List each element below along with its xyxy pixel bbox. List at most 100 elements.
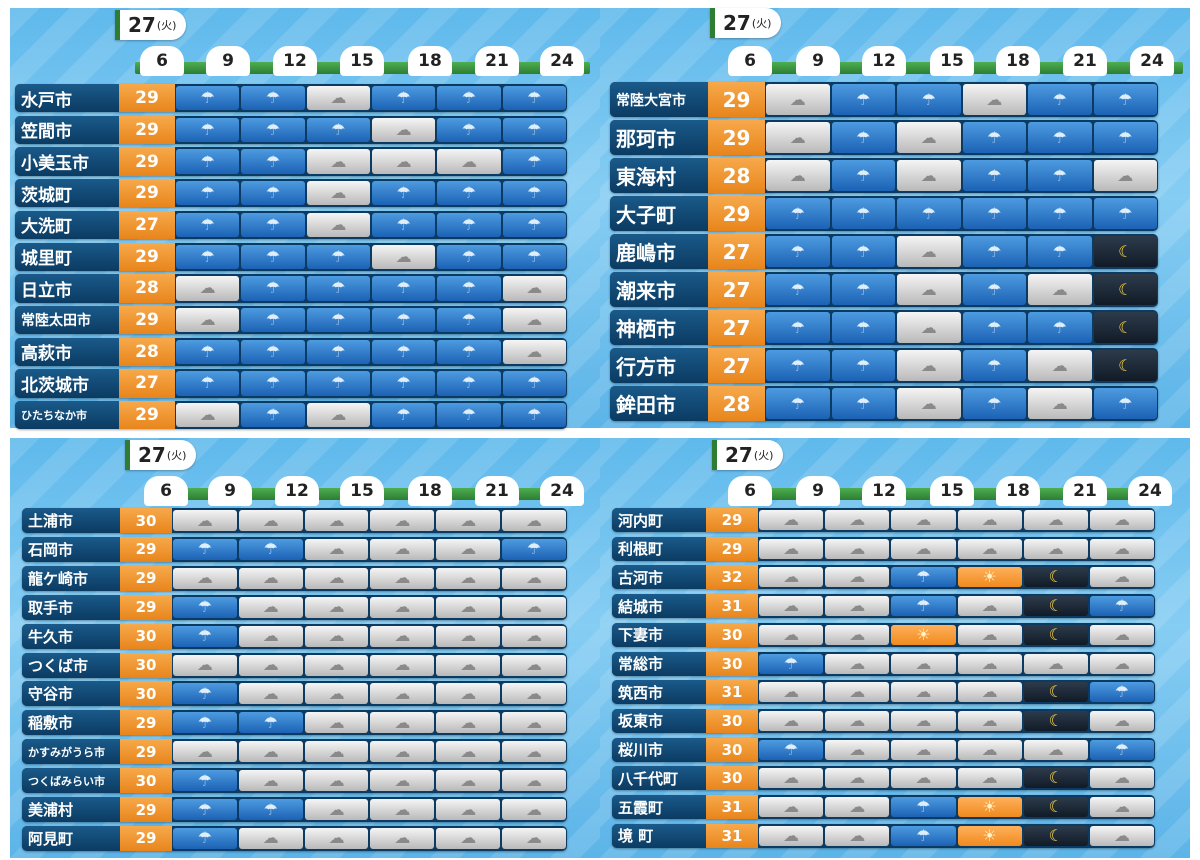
- weather-cell: ☁: [502, 712, 566, 734]
- weather-cell: ☁: [370, 770, 435, 792]
- city-row: 潮来市 27 ☂ ☂ ☁ ☂ ☁ ☾: [610, 272, 1158, 307]
- sun-icon: ☀: [982, 567, 997, 587]
- city-row: 大洗町 27 ☂ ☂ ☁ ☂ ☂ ☂: [15, 210, 567, 240]
- rain-icon: ☂: [265, 183, 281, 203]
- weather-cell: ☁: [304, 538, 369, 560]
- city-name: 利根町: [612, 536, 706, 561]
- rain-icon: ☂: [197, 712, 213, 732]
- night-icon: ☾: [1118, 241, 1133, 261]
- rain-icon: ☂: [461, 88, 477, 108]
- max-temperature: 27: [119, 369, 175, 398]
- weather-cell: ☁: [825, 739, 890, 760]
- weather-cell: ☁: [766, 122, 830, 153]
- cloud-icon: ☁: [920, 393, 937, 413]
- cloud-icon: ☁: [328, 655, 345, 674]
- rain-icon: ☂: [331, 341, 346, 361]
- weather-cell: ☁: [173, 741, 237, 763]
- weather-cell: ☂: [241, 86, 305, 111]
- cloud-icon: ☁: [849, 768, 866, 788]
- cloud-icon: ☁: [394, 799, 411, 819]
- max-temperature: 27: [708, 348, 765, 383]
- city-name: 龍ケ崎市: [22, 565, 120, 591]
- weather-cell: ☂: [1028, 160, 1092, 191]
- weather-cell: ☾: [1023, 825, 1088, 846]
- cloud-icon: ☁: [394, 626, 411, 646]
- rain-icon: ☂: [197, 539, 213, 559]
- cloud-icon: ☁: [394, 597, 411, 617]
- city-name: 阿見町: [22, 825, 120, 851]
- cloud-icon: ☁: [783, 768, 800, 788]
- cloud-icon: ☁: [981, 682, 998, 702]
- weather-cell: ☂: [437, 276, 501, 301]
- weather-cell: ☂: [241, 212, 305, 238]
- hour-label: 24: [540, 46, 584, 76]
- city-row: 古河市 32 ☁ ☁ ☂ ☀ ☾ ☁: [612, 565, 1155, 590]
- weather-cell: ☂: [238, 712, 303, 734]
- weather-cell: ☂: [437, 117, 501, 143]
- cloud-icon: ☁: [915, 739, 932, 759]
- cloud-icon: ☁: [981, 710, 998, 730]
- weather-cell: ☁: [1089, 567, 1155, 588]
- weather-cell: ☁: [1089, 510, 1155, 530]
- weather-cell: ☁: [825, 510, 890, 530]
- city-row: つくば市 30 ☁ ☁ ☁ ☁ ☁ ☁: [22, 652, 567, 678]
- night-icon: ☾: [1048, 768, 1063, 788]
- max-temperature: 29: [706, 536, 758, 561]
- weather-cell: ☂: [173, 712, 237, 734]
- cloud-icon: ☁: [849, 538, 866, 558]
- weather-cell: ☾: [1023, 682, 1088, 703]
- city-name: 筑西市: [612, 680, 706, 705]
- hour-label: 12: [275, 476, 319, 506]
- weather-cell: ☁: [759, 768, 824, 789]
- weather-cell: ☂: [306, 117, 370, 143]
- cloud-icon: ☁: [328, 626, 345, 646]
- cloud-icon: ☁: [915, 710, 932, 730]
- weather-cell: ☁: [304, 712, 369, 734]
- city-name: 桜川市: [612, 737, 706, 762]
- weather-cell: ☁: [957, 739, 1022, 760]
- max-temperature: 30: [120, 681, 172, 707]
- weather-cell: ☁: [238, 596, 303, 618]
- rain-icon: ☂: [921, 89, 936, 109]
- cloud-icon: ☁: [849, 624, 866, 644]
- max-temperature: 29: [119, 305, 175, 335]
- weather-cell: ☂: [371, 403, 436, 428]
- cloud-icon: ☁: [328, 597, 345, 617]
- rain-icon: ☂: [1052, 317, 1067, 337]
- weather-cell: ☂: [176, 181, 240, 206]
- rain-icon: ☂: [461, 341, 477, 361]
- weather-cell: ☂: [238, 799, 303, 820]
- city-name: 結城市: [612, 594, 706, 619]
- city-row: 北茨城市 27 ☂ ☂ ☂ ☂ ☂ ☂: [15, 369, 567, 398]
- date-day: 27: [725, 443, 753, 467]
- rain-icon: ☂: [1052, 89, 1067, 109]
- weather-cell: ☁: [759, 624, 824, 645]
- weather-cell: ☂: [1093, 84, 1157, 115]
- city-row: ひたちなか市 29 ☁ ☂ ☁ ☂ ☂ ☂: [15, 401, 567, 430]
- weather-cell: ☁: [176, 276, 240, 301]
- weather-cell: ☁: [891, 653, 956, 674]
- city-name: 守谷市: [22, 681, 120, 707]
- city-row: 境 町 31 ☁ ☁ ☂ ☀ ☾ ☁: [612, 823, 1155, 848]
- cloud-icon: ☁: [849, 682, 866, 702]
- weather-cell: ☁: [436, 683, 501, 705]
- weather-cell: ☁: [304, 827, 369, 849]
- city-name: 水戸市: [15, 84, 119, 113]
- weather-cell: ☂: [962, 198, 1026, 229]
- cloud-icon: ☁: [920, 127, 937, 147]
- rain-icon: ☂: [856, 279, 871, 299]
- weather-cell: ☁: [436, 741, 501, 763]
- cloud-icon: ☁: [330, 183, 347, 203]
- cloud-icon: ☁: [1051, 393, 1068, 413]
- rain-icon: ☂: [197, 597, 213, 617]
- cloud-icon: ☁: [920, 355, 937, 375]
- cloud-icon: ☁: [789, 89, 806, 109]
- city-name: 北茨城市: [15, 369, 119, 398]
- weather-cell: ☂: [766, 198, 830, 229]
- cloud-icon: ☁: [920, 241, 937, 261]
- city-name: 行方市: [610, 348, 708, 383]
- weather-cell: ☁: [371, 149, 436, 174]
- city-name: つくばみらい市: [22, 768, 120, 794]
- rain-icon: ☂: [265, 278, 281, 298]
- weather-cell: ☂: [891, 797, 956, 817]
